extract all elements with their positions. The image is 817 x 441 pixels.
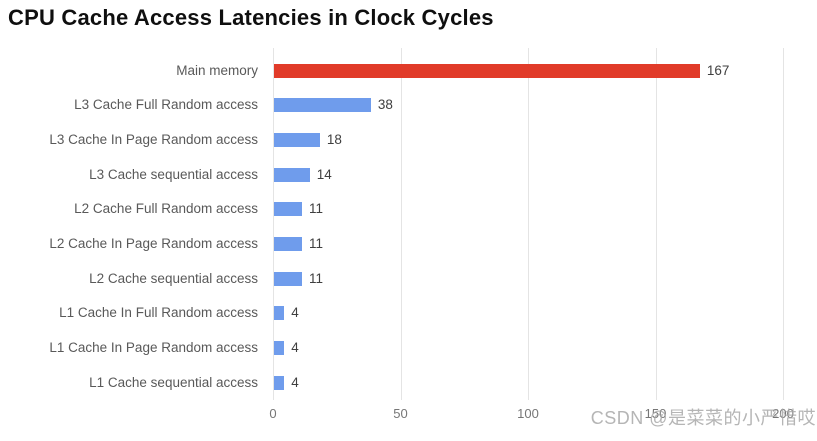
value-label: 4 bbox=[291, 374, 299, 390]
value-label: 38 bbox=[377, 97, 393, 113]
bar bbox=[274, 375, 285, 390]
value-label: 14 bbox=[316, 166, 332, 182]
category-label: L2 Cache Full Random access bbox=[74, 201, 258, 217]
gridline bbox=[655, 48, 657, 400]
category-label: L2 Cache sequential access bbox=[89, 270, 258, 286]
category-label: L3 Cache Full Random access bbox=[74, 97, 258, 113]
bar bbox=[274, 167, 310, 182]
bar bbox=[274, 306, 285, 321]
x-axis-tick-label: 200 bbox=[772, 406, 794, 421]
value-label: 11 bbox=[309, 270, 324, 286]
category-label: L3 Cache In Page Random access bbox=[49, 132, 258, 148]
bar bbox=[274, 133, 320, 148]
category-label: L3 Cache sequential access bbox=[89, 166, 258, 182]
gridline bbox=[400, 48, 402, 400]
value-label: 11 bbox=[309, 236, 324, 252]
bar bbox=[274, 202, 303, 217]
bar bbox=[274, 98, 371, 113]
x-axis-tick-label: 50 bbox=[393, 406, 408, 421]
category-label: L2 Cache In Page Random access bbox=[49, 236, 258, 252]
category-label: L1 Cache sequential access bbox=[89, 374, 258, 390]
gridline bbox=[783, 48, 784, 400]
category-label: L1 Cache In Full Random access bbox=[59, 305, 258, 321]
x-axis-tick-label: 0 bbox=[269, 406, 277, 421]
gridline bbox=[273, 48, 274, 400]
bar bbox=[274, 237, 303, 252]
gridline bbox=[528, 48, 529, 400]
chart-title: CPU Cache Access Latencies in Clock Cycl… bbox=[8, 5, 494, 30]
watermark: CSDN @是菜菜的小严惜哎 bbox=[590, 408, 816, 428]
bar bbox=[274, 341, 285, 356]
x-axis-tick-label: 100 bbox=[517, 406, 539, 421]
value-label: 11 bbox=[309, 201, 324, 217]
bar bbox=[274, 271, 303, 286]
value-label: 18 bbox=[326, 132, 342, 148]
category-label: L1 Cache In Page Random access bbox=[49, 340, 258, 356]
category-label: Main memory bbox=[176, 62, 258, 78]
value-label: 4 bbox=[291, 340, 299, 356]
value-label: 167 bbox=[706, 62, 730, 78]
value-label: 4 bbox=[291, 305, 299, 321]
bar bbox=[274, 63, 700, 78]
x-axis-tick-label: 150 bbox=[644, 406, 667, 421]
